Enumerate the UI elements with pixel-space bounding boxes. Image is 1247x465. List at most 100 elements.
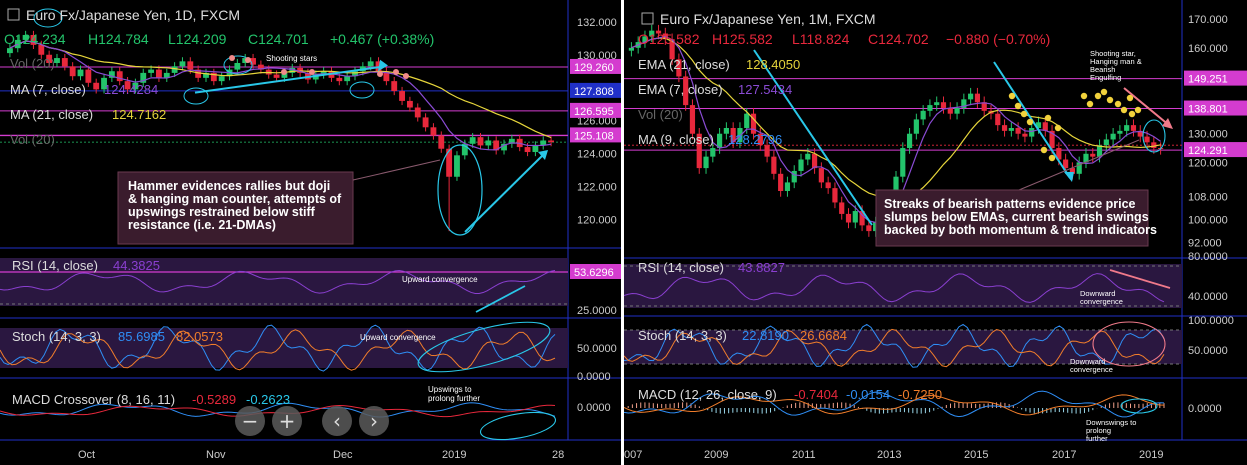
candle-body [501,143,507,151]
candle-body [124,81,131,90]
candle-body [38,44,45,55]
pattern-dot [393,69,399,75]
candle-body [750,113,757,134]
x-tick: 2015 [964,449,988,461]
rsi-tick-40: 40.0000 [1188,291,1228,303]
candle-body [469,137,476,144]
shooting-stars-note: Shooting stars [266,54,317,63]
candle-body [383,71,390,82]
rsi-note: Upward convergence [402,275,478,284]
candle-body [7,48,13,54]
pattern-ellipse-2 [223,55,253,75]
rsi-band [0,258,568,306]
macd-value-2: -0.0154 [846,387,890,402]
pattern-dot [1128,110,1136,118]
candle-body [187,61,194,70]
candle-body [913,119,919,134]
stoch-d-value: 82.0573 [176,329,223,344]
candle-body [669,39,675,60]
candle-body [148,69,155,73]
pattern-dot [1126,94,1134,102]
stoch-tick-50: 50.0000 [577,343,617,355]
stoch-note: Upward convergence [360,333,436,342]
x-tick: 2019 [442,449,466,461]
candle-body [234,63,241,70]
candle-body [171,66,178,73]
candle-body [414,107,421,118]
macd-line [624,390,1165,418]
macd-ellipse [479,411,557,441]
price-tag-2: 138.801 [1188,104,1228,116]
candle-body [995,113,1001,126]
candle-body [1029,128,1035,137]
zoom-in-button[interactable]: + [272,406,302,436]
price-tag-2: 127.808 [574,86,614,98]
candle-body [818,168,824,183]
annotation-pointer [352,159,441,181]
candle-body [649,30,655,37]
stoch-d-value: 26.6684 [800,328,847,343]
candle-body [1117,130,1123,134]
bearish-arrow-head [1162,118,1173,129]
pattern-dot [1086,100,1094,108]
pattern-dot [229,55,235,61]
candle-body [195,69,202,78]
candle-body [771,156,777,174]
candle-body [1096,145,1103,157]
stoch-ellipse [1092,321,1166,367]
price-tag-3: 124.291 [1188,145,1228,157]
ema21-legend-value: 128.4050 [746,57,800,72]
stoch-ellipse [417,321,551,373]
candle-body [132,82,139,90]
candle-body [683,76,689,106]
candle-body [703,156,709,169]
ma21-legend-name: MA (21, close) [10,107,93,122]
trend-arrow-1-head [378,59,388,72]
rsi-legend-value: 44.3825 [113,258,160,273]
daily-chart-panel: 132.000130.000128.000126.000124.000122.0… [0,0,621,465]
macd-note: Upswings to prolong further [428,385,480,403]
ma21-legend-value: 124.7162 [112,107,166,122]
price-tick: 124.000 [577,149,617,161]
rsi-legend-value: 43.8827 [738,260,785,275]
candle-body [676,59,682,77]
candle-body [947,107,953,114]
candle-body [940,102,947,108]
candle-body [422,117,429,128]
candle-body [981,102,987,111]
candle-body [859,211,865,226]
x-tick: 2011 [792,449,816,461]
ma7-line [9,40,552,151]
trend-arrow-2-head [538,150,548,160]
stoch-tick-100: 100.0000 [1188,315,1234,327]
pattern-dot [1080,92,1088,100]
rsi-arrow [1109,269,1171,289]
pattern-dot [1026,118,1034,126]
vol-legend: Vol (20) [638,107,683,122]
annotation-box [875,189,1149,247]
candle-body [548,140,554,143]
candle-body [1110,133,1116,140]
ohlc-close: C124.701 [248,31,309,47]
pattern-dot [403,73,409,79]
candle-body [22,34,29,40]
candle-body [156,69,162,78]
rsi-legend-name: RSI (14, close) [638,260,724,275]
candle-body [250,58,256,65]
macd-signal-line [624,394,1165,416]
shooting-star-note: Shooting star, Hanging man & Bearish Engulf… [1090,49,1142,82]
zoom-out-button[interactable]: − [235,406,265,436]
scroll-right-button[interactable]: › [359,406,389,436]
scroll-left-button[interactable]: ‹ [322,406,352,436]
collapse-icon [7,8,20,21]
panel-separator [621,0,624,465]
candle-body [934,102,940,106]
candle-body [778,173,784,191]
trend-arrow-1 [194,65,386,94]
candle-body [1022,133,1028,137]
candle-body [1008,128,1014,131]
candle-body [85,69,92,83]
candle-body [730,128,736,143]
candle-body [974,93,981,103]
rsi-note: Downward convergence [1080,289,1123,306]
